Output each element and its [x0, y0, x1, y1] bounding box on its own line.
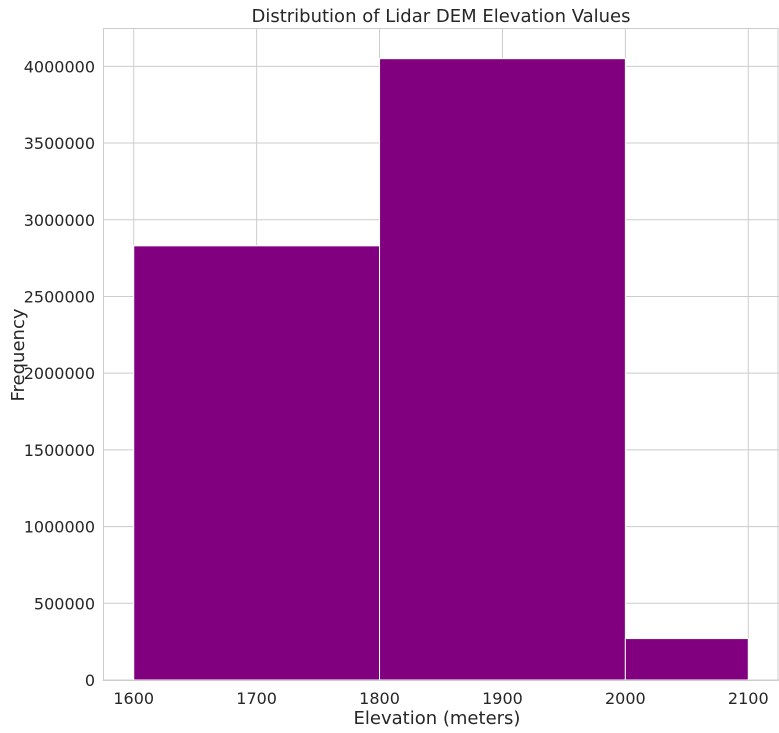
y-tick-label: 500000 [34, 594, 95, 613]
y-tick-label: 1000000 [24, 518, 95, 537]
y-tick-labels: 0 500000 1000000 1500000 2000000 2500000 30000… [24, 57, 95, 690]
histogram-bars [133, 58, 749, 681]
y-tick-label: 1500000 [24, 441, 95, 460]
y-axis-title: Frequency [8, 308, 29, 401]
histogram-bar [624, 638, 749, 681]
x-tick-labels: 1600 1700 1800 1900 2000 2100 [113, 689, 768, 708]
x-tick-label: 1800 [359, 689, 400, 708]
y-tick-label: 0 [85, 671, 95, 690]
x-tick-label: 2000 [605, 689, 646, 708]
x-tick-label: 2100 [728, 689, 769, 708]
y-tick-label: 4000000 [24, 57, 95, 76]
y-tick-label: 2500000 [24, 287, 95, 306]
x-axis-title: Elevation (meters) [354, 708, 521, 729]
histogram-bar [379, 58, 626, 681]
x-tick-label: 1600 [113, 689, 154, 708]
x-tick-label: 1900 [482, 689, 523, 708]
x-tick-label: 1700 [236, 689, 277, 708]
y-tick-label: 3500000 [24, 134, 95, 153]
y-tick-label: 2000000 [24, 364, 95, 383]
chart-title: Distribution of Lidar DEM Elevation Valu… [251, 6, 630, 27]
y-tick-label: 3000000 [24, 211, 95, 230]
histogram-bar [133, 245, 381, 681]
plot-frame [103, 28, 779, 681]
